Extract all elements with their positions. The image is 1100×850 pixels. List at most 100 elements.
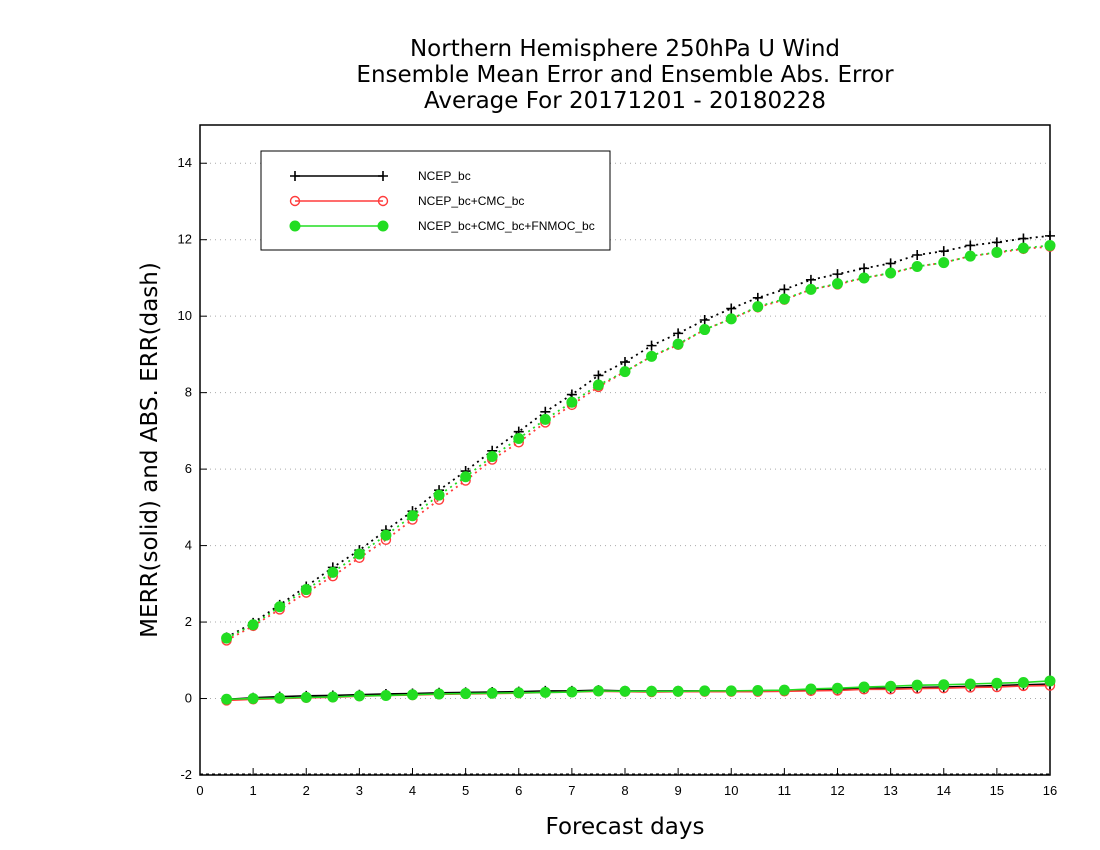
- merr-point: [672, 685, 684, 697]
- y-tick-label: 8: [185, 385, 192, 400]
- y-axis-title: MERR(solid) and ABS. ERR(dash): [137, 262, 163, 638]
- abs-err-point: [539, 413, 551, 425]
- legend-marker: [378, 171, 388, 181]
- series-ncep-bc-cmc-bc-fnmoc-bc: [221, 239, 1056, 705]
- y-tick-label: -2: [180, 767, 192, 782]
- series-lines: [221, 230, 1056, 706]
- abs-err-line: [226, 245, 1051, 642]
- legend-label: NCEP_bc: [418, 169, 471, 183]
- series-ncep-bc-cmc-bc: [221, 241, 1056, 706]
- abs-err-point: [911, 260, 923, 272]
- abs-err-point: [965, 240, 976, 251]
- abs-err-point: [991, 246, 1003, 258]
- merr-point: [964, 678, 976, 690]
- merr-point: [832, 682, 843, 694]
- abs-err-point: [327, 566, 339, 578]
- merr-point: [911, 679, 923, 691]
- legend-marker: [290, 171, 300, 181]
- abs-err-point: [221, 632, 233, 644]
- merr-point: [327, 691, 339, 703]
- legend-marker: [289, 195, 301, 207]
- merr-point: [1017, 676, 1029, 688]
- merr-point: [353, 690, 365, 702]
- merr-point: [274, 692, 286, 704]
- x-tick-label: 5: [462, 783, 469, 798]
- abs-err-point: [673, 328, 684, 339]
- merr-point: [566, 686, 578, 698]
- x-tick-label: 13: [883, 783, 897, 798]
- abs-err-point: [247, 619, 259, 631]
- merr-point: [539, 686, 551, 698]
- abs-err-point: [912, 250, 923, 260]
- abs-err-point: [592, 379, 604, 391]
- legend-label: NCEP_bc+CMC_bc: [418, 194, 524, 208]
- merr-point: [513, 687, 525, 699]
- y-tick-label: 6: [185, 461, 192, 476]
- abs-err-point: [832, 278, 843, 290]
- legend-marker: [289, 220, 301, 232]
- x-tick-label: 7: [568, 783, 575, 798]
- abs-err-point: [885, 267, 897, 279]
- merr-point: [885, 680, 897, 692]
- x-tick-label: 2: [303, 783, 310, 798]
- y-tick-label: 0: [185, 691, 192, 706]
- abs-err-point: [752, 301, 764, 313]
- merr-point: [858, 681, 870, 693]
- merr-point: [300, 691, 312, 703]
- abs-err-point: [593, 370, 604, 381]
- x-tick-label: 4: [409, 783, 416, 798]
- abs-err-point: [646, 350, 658, 362]
- abs-err-line: [226, 244, 1051, 639]
- merr-point: [486, 687, 498, 699]
- chart-title: Northern Hemisphere 250hPa U Wind Ensemb…: [200, 36, 1050, 114]
- gridlines: [200, 162, 1050, 700]
- abs-err-point: [938, 257, 950, 269]
- abs-err-point: [274, 601, 286, 613]
- abs-err-point: [699, 324, 711, 336]
- abs-err-point: [619, 366, 631, 378]
- x-tick-label: 6: [515, 783, 522, 798]
- abs-err-point: [353, 548, 365, 560]
- x-tick-label: 12: [830, 783, 844, 798]
- abs-err-point: [1018, 233, 1029, 244]
- merr-point: [752, 685, 764, 696]
- x-axis-title: Forecast days: [546, 814, 705, 840]
- x-tick-label: 15: [990, 783, 1004, 798]
- abs-err-point: [778, 293, 790, 305]
- abs-err-point: [1044, 239, 1056, 251]
- x-tick-label: 1: [250, 783, 257, 798]
- merr-point: [619, 685, 631, 697]
- y-tick-label: 14: [178, 155, 192, 170]
- abs-err-point: [460, 471, 472, 483]
- y-tick-label: 10: [178, 308, 192, 323]
- abs-err-point: [938, 246, 949, 257]
- x-tick-label: 0: [196, 783, 203, 798]
- abs-err-point: [566, 396, 578, 408]
- abs-err-point: [964, 250, 976, 262]
- y-tick-label: 4: [185, 538, 192, 553]
- series-ncep-bc: [221, 230, 1055, 705]
- merr-point: [699, 685, 711, 697]
- abs-err-point: [1045, 230, 1055, 241]
- merr-point: [247, 693, 259, 705]
- abs-err-point: [433, 489, 445, 501]
- abs-err-point: [858, 272, 870, 284]
- abs-err-point: [380, 529, 392, 541]
- abs-err-point: [1017, 242, 1029, 254]
- abs-err-point: [620, 357, 630, 368]
- chart-title-line-2: Ensemble Mean Error and Ensemble Abs. Er…: [356, 62, 894, 88]
- abs-err-point: [832, 269, 843, 280]
- chart-title-line-3: Average For 20171201 - 20180228: [423, 88, 827, 114]
- merr-point: [380, 689, 392, 701]
- legend-item-ncep-bc: NCEP_bc: [290, 169, 471, 183]
- merr-point: [407, 689, 418, 701]
- legend-marker: [377, 195, 389, 207]
- x-tick-label: 16: [1043, 783, 1057, 798]
- legend-item-ncep-bc-cmc-bc: NCEP_bc+CMC_bc: [289, 194, 524, 208]
- abs-err-point: [725, 313, 737, 325]
- merr-point: [592, 685, 604, 697]
- merr-point: [221, 693, 233, 705]
- abs-err-line: [226, 234, 1051, 639]
- merr-point: [991, 677, 1003, 689]
